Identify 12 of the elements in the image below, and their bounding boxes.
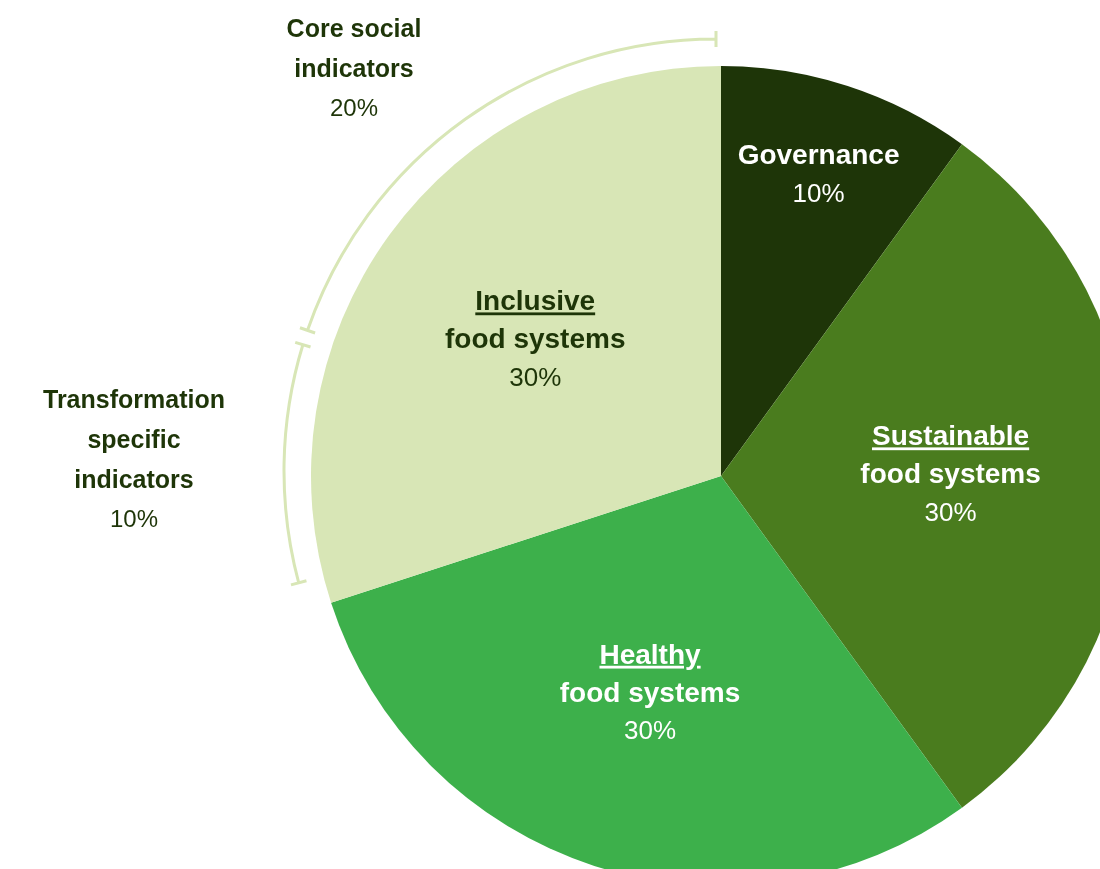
data-label: 30% bbox=[509, 361, 562, 392]
data-label: 30% bbox=[924, 496, 977, 527]
slice-label: Sustainable food systems bbox=[860, 420, 1041, 490]
text: 10% bbox=[109, 505, 159, 533]
text: Transformation specific indicators bbox=[43, 384, 225, 493]
slice-label: Governance bbox=[737, 139, 900, 171]
data-label: 10% bbox=[792, 177, 845, 208]
text: 20% bbox=[329, 94, 379, 122]
slice-label: Healthy food systems bbox=[559, 638, 741, 708]
data-label: 30% bbox=[624, 715, 677, 746]
slice-label: Inclusive food systems bbox=[445, 285, 626, 355]
text: Core social indicators bbox=[286, 13, 422, 82]
